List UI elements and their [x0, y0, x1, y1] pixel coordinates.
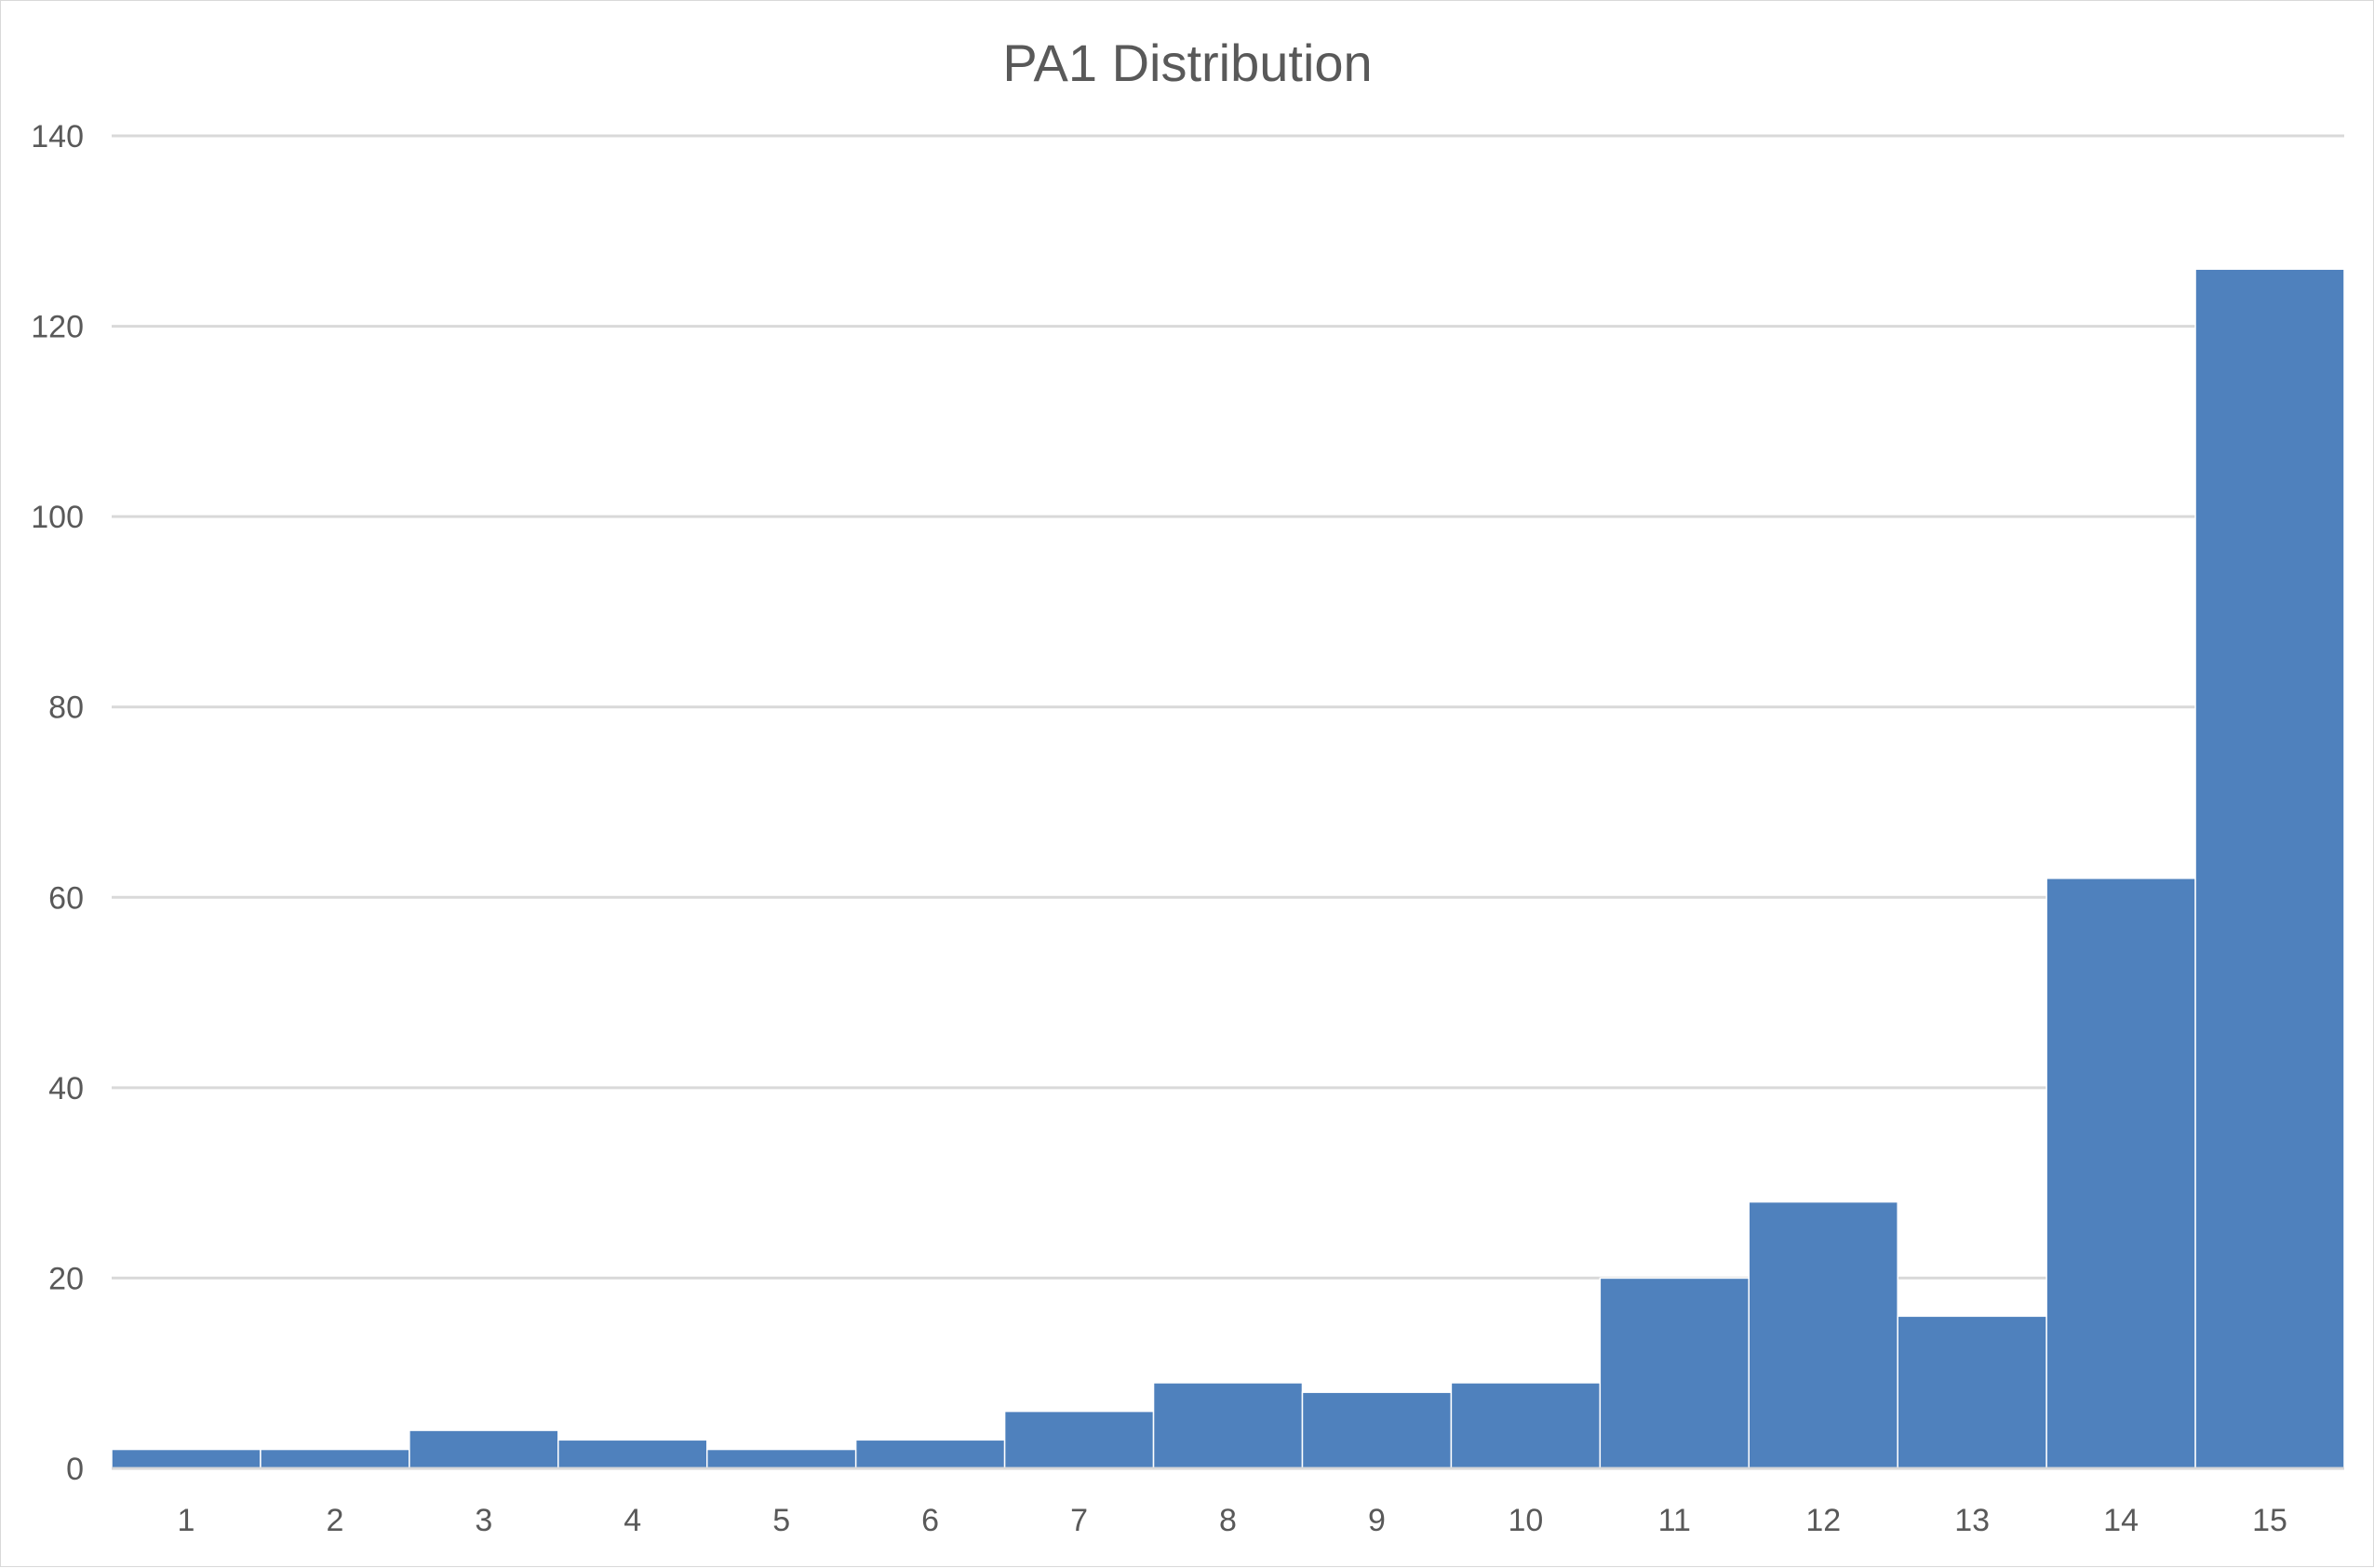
- x-tick-label: 1: [178, 1503, 195, 1538]
- chart-title: PA1 Distribution: [1002, 34, 1372, 92]
- bar: [260, 1448, 410, 1469]
- x-tick-label: 3: [475, 1503, 492, 1538]
- bar: [2045, 878, 2196, 1469]
- x-tick-label: 5: [772, 1503, 790, 1538]
- y-tick-label: 80: [48, 690, 84, 726]
- x-tick-label: 2: [326, 1503, 343, 1538]
- x-tick-label: 7: [1070, 1503, 1088, 1538]
- gridlines: [112, 134, 2344, 1470]
- bar: [111, 1448, 262, 1469]
- y-tick-label: 60: [48, 880, 84, 916]
- bar: [557, 1439, 708, 1469]
- y-tick-label: 0: [66, 1452, 84, 1487]
- y-tick-label: 100: [31, 500, 84, 535]
- bar: [1450, 1382, 1602, 1469]
- x-tick-label: 13: [1954, 1503, 1990, 1538]
- y-tick-label: 120: [31, 310, 84, 345]
- bar: [1152, 1382, 1304, 1469]
- bar: [1897, 1315, 2047, 1469]
- x-tick-label: 8: [1219, 1503, 1237, 1538]
- y-tick-label: 140: [31, 119, 84, 154]
- y-tick-label: 20: [48, 1261, 84, 1296]
- y-axis: 0 20 40 60 80 100 120 140: [31, 119, 84, 1487]
- y-tick-label: 40: [48, 1071, 84, 1106]
- x-tick-label: 15: [2252, 1503, 2287, 1538]
- x-tick-label: 14: [2103, 1503, 2139, 1538]
- bars: [111, 268, 2345, 1469]
- x-tick-label: 4: [624, 1503, 641, 1538]
- bar: [1748, 1200, 1898, 1469]
- x-tick-label: 10: [1508, 1503, 1543, 1538]
- bar: [409, 1429, 559, 1469]
- bar: [854, 1439, 1006, 1469]
- x-tick-label: 12: [1805, 1503, 1841, 1538]
- bar: [705, 1448, 857, 1469]
- x-tick-label: 11: [1658, 1503, 1691, 1538]
- x-tick-label: 6: [921, 1503, 939, 1538]
- bar: [1003, 1410, 1155, 1469]
- bar: [1301, 1391, 1453, 1469]
- x-axis: 1 2 3 4 5 6 7 8 9 10 11 12 13 14 15: [112, 1467, 2344, 1538]
- x-tick-label: 9: [1368, 1503, 1386, 1538]
- bar: [2194, 268, 2345, 1469]
- bar: [1599, 1277, 1750, 1469]
